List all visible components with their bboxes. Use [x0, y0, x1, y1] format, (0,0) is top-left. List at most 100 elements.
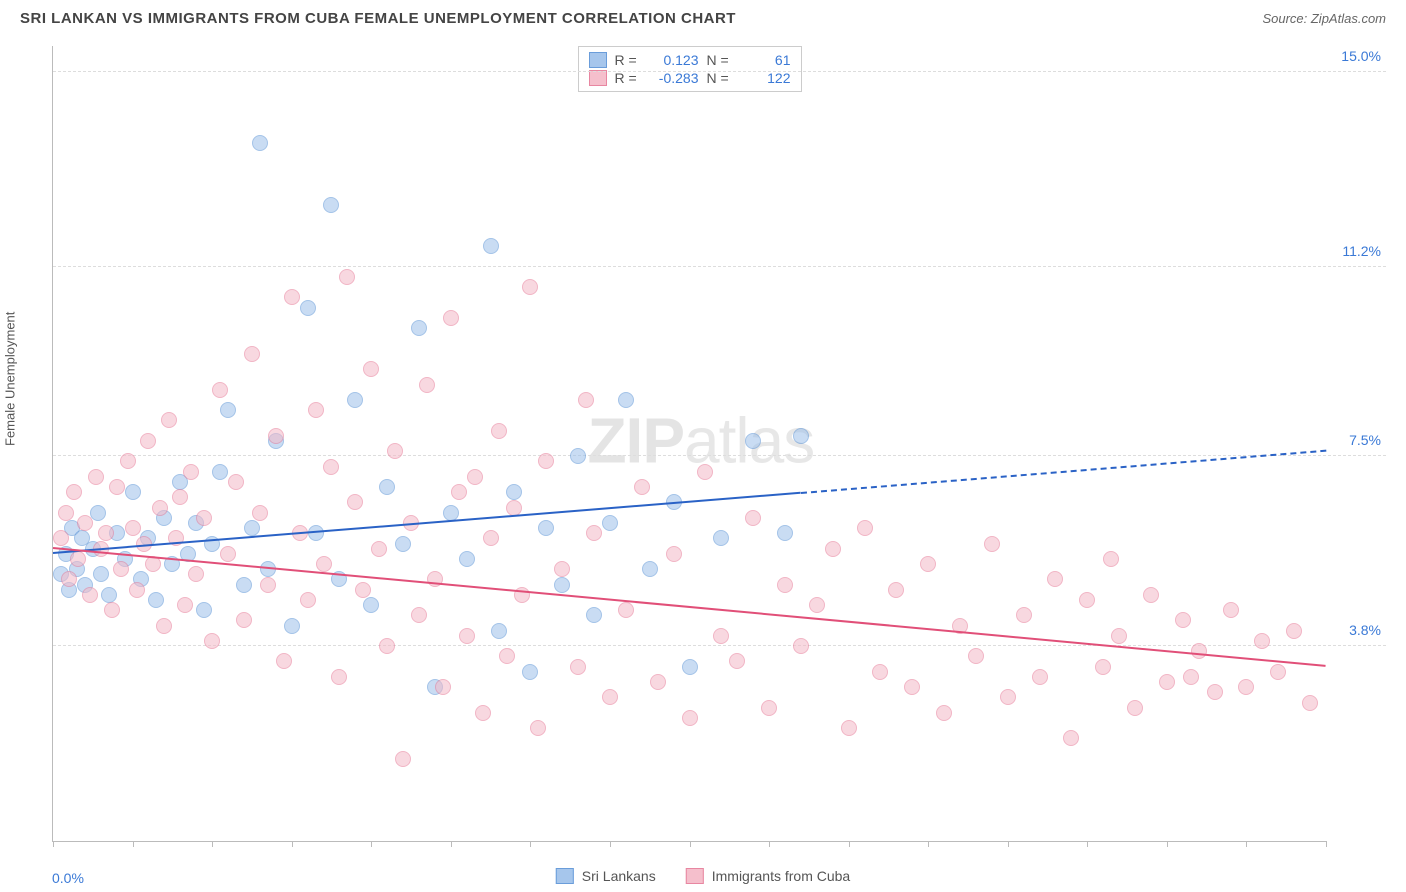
xtick [610, 841, 611, 847]
gridline-h [53, 645, 1386, 646]
scatter-point [236, 577, 252, 593]
stats-row-1: R = -0.283 N = 122 [589, 69, 791, 87]
scatter-point [387, 443, 403, 459]
scatter-point [395, 751, 411, 767]
scatter-point [300, 592, 316, 608]
scatter-point [522, 279, 538, 295]
scatter-point [920, 556, 936, 572]
scatter-point [347, 392, 363, 408]
scatter-point [459, 551, 475, 567]
r-value-1: -0.283 [651, 70, 699, 86]
chart-title: SRI LANKAN VS IMMIGRANTS FROM CUBA FEMAL… [20, 10, 736, 27]
legend-item-0: Sri Lankans [556, 868, 656, 884]
scatter-point [1302, 695, 1318, 711]
scatter-point [1016, 607, 1032, 623]
scatter-point [1111, 628, 1127, 644]
xtick [928, 841, 929, 847]
scatter-point [435, 679, 451, 695]
scatter-point [109, 479, 125, 495]
scatter-point [682, 710, 698, 726]
xtick [292, 841, 293, 847]
scatter-point [1254, 633, 1270, 649]
gridline-h [53, 71, 1386, 72]
chart-header: SRI LANKAN VS IMMIGRANTS FROM CUBA FEMAL… [0, 0, 1406, 33]
scatter-point [125, 484, 141, 500]
scatter-point [268, 428, 284, 444]
scatter-point [90, 505, 106, 521]
scatter-point [682, 659, 698, 675]
r-value-0: 0.123 [651, 52, 699, 68]
scatter-point [183, 464, 199, 480]
scatter-point [761, 700, 777, 716]
r-label: R = [615, 52, 643, 68]
scatter-point [578, 392, 594, 408]
scatter-point [61, 571, 77, 587]
scatter-point [713, 628, 729, 644]
scatter-point [1159, 674, 1175, 690]
scatter-point [228, 474, 244, 490]
r-label: R = [615, 70, 643, 86]
scatter-point [1143, 587, 1159, 603]
scatter-point [1063, 730, 1079, 746]
xtick [1326, 841, 1327, 847]
scatter-point [904, 679, 920, 695]
scatter-point [53, 530, 69, 546]
scatter-point [491, 623, 507, 639]
ytick-label: 7.5% [1349, 432, 1381, 448]
scatter-point [260, 577, 276, 593]
watermark-zip: ZIP [587, 404, 684, 476]
x-min-label: 0.0% [52, 870, 84, 886]
scatter-point [339, 269, 355, 285]
scatter-point [82, 587, 98, 603]
ytick-label: 11.2% [1342, 243, 1381, 259]
scatter-point [101, 587, 117, 603]
xtick [849, 841, 850, 847]
scatter-point [188, 566, 204, 582]
scatter-point [570, 448, 586, 464]
scatter-point [125, 520, 141, 536]
scatter-point [284, 618, 300, 634]
scatter-point [1103, 551, 1119, 567]
scatter-point [872, 664, 888, 680]
scatter-point [236, 612, 252, 628]
y-axis-label: Female Unemployment [3, 312, 18, 446]
xtick [690, 841, 691, 847]
scatter-point [602, 689, 618, 705]
scatter-point [793, 428, 809, 444]
scatter-point [1270, 664, 1286, 680]
scatter-point [825, 541, 841, 557]
scatter-point [809, 597, 825, 613]
scatter-point [1127, 700, 1143, 716]
scatter-point [323, 197, 339, 213]
scatter-point [252, 135, 268, 151]
scatter-point [244, 346, 260, 362]
scatter-point [152, 500, 168, 516]
scatter-point [634, 479, 650, 495]
swatch-series-1 [686, 868, 704, 884]
scatter-point [371, 541, 387, 557]
scatter-point [284, 289, 300, 305]
scatter-point [204, 633, 220, 649]
scatter-point [491, 423, 507, 439]
scatter-point [395, 536, 411, 552]
xtick [769, 841, 770, 847]
ytick-label: 15.0% [1341, 48, 1381, 64]
scatter-point [793, 638, 809, 654]
scatter-point [618, 392, 634, 408]
scatter-point [697, 464, 713, 480]
scatter-point [483, 530, 499, 546]
scatter-point [323, 459, 339, 475]
n-label: N = [707, 70, 735, 86]
xtick [53, 841, 54, 847]
swatch-series-1 [589, 70, 607, 86]
xtick [1087, 841, 1088, 847]
scatter-point [467, 469, 483, 485]
scatter-point [196, 602, 212, 618]
scatter-point [1183, 669, 1199, 685]
scatter-point [379, 479, 395, 495]
scatter-point [66, 484, 82, 500]
scatter-point [93, 566, 109, 582]
scatter-point [161, 412, 177, 428]
scatter-point [88, 469, 104, 485]
scatter-point [355, 582, 371, 598]
